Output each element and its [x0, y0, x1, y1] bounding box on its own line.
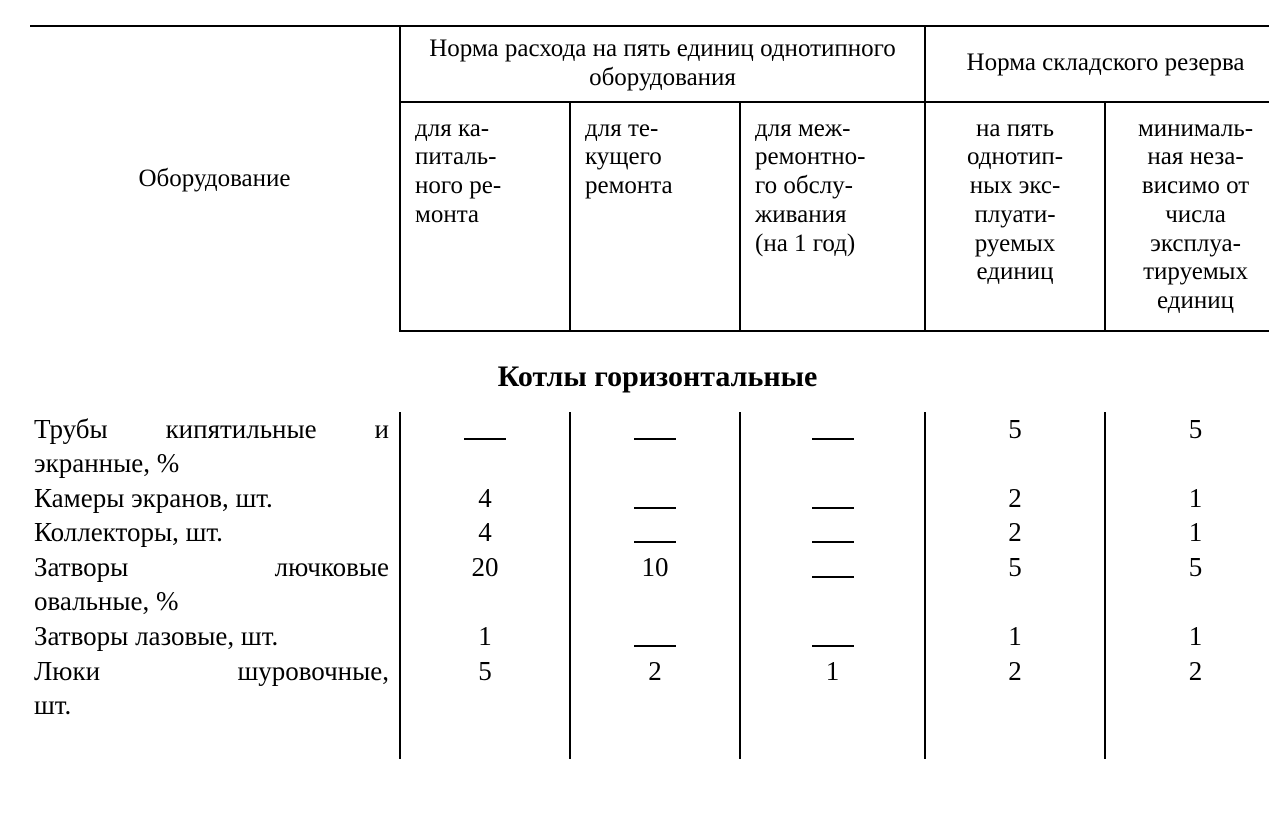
cell-value: 1 — [400, 619, 570, 654]
dash-icon — [634, 645, 676, 647]
dash-icon — [634, 438, 676, 440]
row-label-line2: экранные, % — [34, 448, 179, 478]
dash-icon — [634, 507, 676, 509]
row-label-line2: овальные, % — [34, 586, 178, 616]
col-header-per-five-units-text: на пять однотип- ных экс- плуати- руемых… — [967, 115, 1063, 286]
consumption-norms-table: Оборудование Норма расхода на пять едини… — [30, 25, 1269, 759]
cell-value: 4 — [400, 515, 570, 550]
cell-value: 5 — [1105, 412, 1269, 481]
row-label-line1: Люки шуровочные, — [34, 654, 389, 689]
table-row: Люки шуровочные, шт. 5 2 1 2 2 — [30, 654, 1269, 723]
table-row: Камеры экранов, шт. 4 2 1 — [30, 481, 1269, 516]
cell-value — [740, 550, 925, 619]
row-label: Затворы лючковые овальные, % — [30, 550, 400, 619]
row-label: Трубы кипятильные и экранные, % — [30, 412, 400, 481]
cell-value: 1 — [1105, 515, 1269, 550]
col-header-minimal: минималь- ная неза- висимо от числа эксп… — [1105, 102, 1269, 331]
dash-icon — [812, 438, 854, 440]
row-label: Люки шуровочные, шт. — [30, 654, 400, 723]
dash-icon — [464, 438, 506, 440]
cell-value: 2 — [925, 654, 1105, 723]
cell-value: 1 — [1105, 619, 1269, 654]
section-title: Котлы горизонтальные — [30, 331, 1269, 412]
cell-value — [570, 515, 740, 550]
cell-value: 1 — [740, 654, 925, 723]
dash-icon — [812, 541, 854, 543]
cell-value: 2 — [570, 654, 740, 723]
header-row-groups: Оборудование Норма расхода на пять едини… — [30, 26, 1269, 102]
row-label: Камеры экранов, шт. — [30, 481, 400, 516]
col-header-capital-repair-text: для ка- питаль- ного ре- монта — [415, 115, 501, 228]
col-group-reserve: Норма складского резерва — [925, 26, 1269, 102]
section-title-row: Котлы горизонтальные — [30, 331, 1269, 412]
col-header-per-five-units: на пять однотип- ных экс- плуати- руемых… — [925, 102, 1105, 331]
row-label-line1: Трубы кипятильные и — [34, 412, 389, 447]
table-row: Затворы лазовые, шт. 1 1 1 — [30, 619, 1269, 654]
cell-value — [740, 619, 925, 654]
cell-value: 10 — [570, 550, 740, 619]
cell-value: 5 — [400, 654, 570, 723]
col-header-maintenance-text: для меж- ремонтно- го обслу- живания (на… — [755, 115, 865, 257]
trailing-rules — [30, 723, 1269, 759]
cell-value — [570, 619, 740, 654]
dash-icon — [812, 507, 854, 509]
cell-value: 1 — [1105, 481, 1269, 516]
col-header-equipment: Оборудование — [30, 26, 400, 331]
col-header-minimal-text: минималь- ная неза- висимо от числа эксп… — [1138, 115, 1253, 315]
cell-value — [400, 412, 570, 481]
table-row: Затворы лючковые овальные, % 20 10 5 5 — [30, 550, 1269, 619]
col-header-current-repair-text: для те- кущего ремонта — [585, 115, 673, 200]
row-label: Затворы лазовые, шт. — [30, 619, 400, 654]
dash-icon — [812, 576, 854, 578]
cell-value — [740, 481, 925, 516]
cell-value: 2 — [1105, 654, 1269, 723]
row-label-line2: шт. — [34, 690, 71, 720]
dash-icon — [634, 541, 676, 543]
cell-value — [740, 515, 925, 550]
row-label: Коллекторы, шт. — [30, 515, 400, 550]
dash-icon — [812, 645, 854, 647]
cell-value: 5 — [925, 550, 1105, 619]
cell-value — [740, 412, 925, 481]
cell-value: 4 — [400, 481, 570, 516]
cell-value: 5 — [1105, 550, 1269, 619]
col-header-current-repair: для те- кущего ремонта — [570, 102, 740, 331]
col-header-capital-repair: для ка- питаль- ного ре- монта — [400, 102, 570, 331]
col-header-maintenance: для меж- ремонтно- го обслу- живания (на… — [740, 102, 925, 331]
cell-value: 1 — [925, 619, 1105, 654]
cell-value: 5 — [925, 412, 1105, 481]
cell-value: 2 — [925, 515, 1105, 550]
cell-value — [570, 412, 740, 481]
cell-value: 2 — [925, 481, 1105, 516]
cell-value — [570, 481, 740, 516]
table-row: Коллекторы, шт. 4 2 1 — [30, 515, 1269, 550]
table-row: Трубы кипятильные и экранные, % 5 5 — [30, 412, 1269, 481]
cell-value: 20 — [400, 550, 570, 619]
col-group-consumption: Норма расхода на пять единиц однотипного… — [400, 26, 925, 102]
row-label-line1: Затворы лючковые — [34, 550, 389, 585]
